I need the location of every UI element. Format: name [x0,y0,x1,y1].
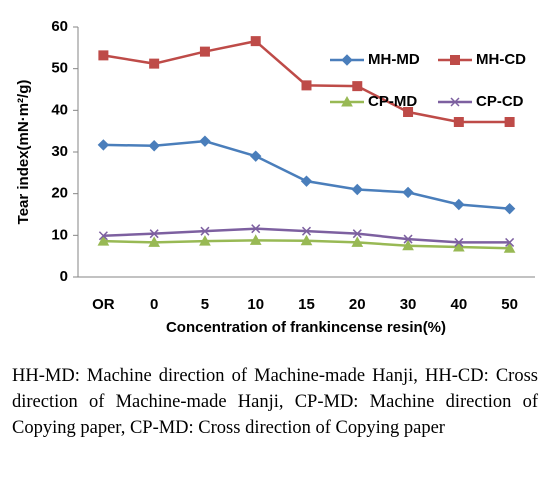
marker [453,117,464,127]
caption: HH-MD: Machine direction of Machine-made… [12,366,538,438]
legend-marker [450,97,460,107]
x-tick-label: 15 [298,296,315,313]
marker [301,80,312,91]
marker [352,81,363,92]
legend-marker [450,55,460,65]
marker [250,36,261,47]
x-tick-label: 50 [501,296,518,313]
marker [97,235,110,246]
y-tick-label: 20 [51,185,68,202]
series-line [103,139,510,210]
marker [149,58,160,69]
marker [250,150,262,162]
marker [505,237,515,247]
y-axis-label: Tear index(mN·m²/g) [15,80,32,225]
marker [454,237,464,247]
marker [199,46,210,57]
x-tick-label: 0 [150,296,158,313]
marker [301,226,312,236]
marker [98,231,108,241]
marker [402,186,414,199]
marker [452,240,465,252]
marker [453,198,465,211]
marker [300,175,313,187]
legend-label: MH-MD [368,51,420,68]
legend-label: CP-MD [368,93,417,110]
y-tick-label: 60 [51,18,68,35]
chart: Tear index(mN·m²/g) Concentration of fra… [15,18,535,336]
marker [199,135,211,147]
y-tick-label: 50 [51,60,68,77]
legend-label: MH-CD [476,51,526,68]
x-tick-label: 20 [349,296,366,313]
marker [149,229,159,239]
x-tick-label: 40 [450,296,467,313]
x-tick-label: 30 [400,296,417,313]
y-tick-label: 0 [60,268,68,285]
marker [402,239,414,251]
x-tick-label: 10 [247,296,264,313]
y-tick-label: 30 [51,143,68,160]
marker [503,202,516,215]
marker [148,140,160,152]
y-tick-label: 40 [51,101,68,118]
marker [352,229,362,239]
x-tick-label: 5 [201,296,209,313]
y-tick-label: 10 [51,226,68,243]
legend-label: CP-CD [476,93,524,110]
marker [300,234,313,246]
marker [249,234,262,245]
marker [351,236,364,247]
marker [199,235,211,246]
marker [503,242,516,253]
x-tick-label: OR [92,296,115,313]
marker [403,107,414,117]
marker [403,234,413,244]
marker [351,183,363,196]
marker [200,226,210,236]
x-axis-label: Concentration of frankincense resin(%) [166,319,446,336]
marker [251,224,261,234]
marker [98,50,109,61]
marker [148,236,161,247]
legend-marker [341,95,353,107]
legend-marker [341,54,353,66]
marker [97,139,110,151]
marker [504,117,515,127]
